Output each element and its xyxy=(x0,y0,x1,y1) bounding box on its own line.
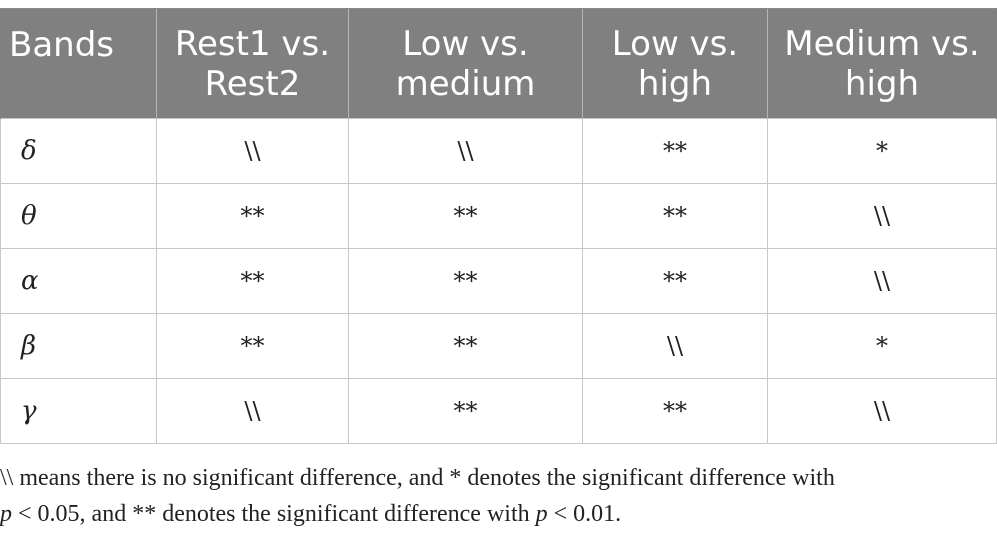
band-cell: δ xyxy=(0,118,157,184)
table-cell: \\ xyxy=(767,248,997,314)
table-cell: \\ xyxy=(582,313,768,379)
table-row: γ \\ ** ** \\ xyxy=(0,378,997,444)
table-cell: ** xyxy=(156,248,349,314)
table-cell: \\ xyxy=(767,183,997,249)
table-cell: ** xyxy=(348,248,583,314)
table-row: α ** ** ** \\ xyxy=(0,248,997,314)
footnote-part2: < 0.05, and ** denotes the significant d… xyxy=(12,501,536,527)
table-cell: ** xyxy=(348,183,583,249)
table-cell: ** xyxy=(348,378,583,444)
significance-table: Bands Rest1 vs. Rest2 Low vs. medium Low… xyxy=(0,8,997,444)
band-cell: θ xyxy=(0,183,157,249)
table-row: β ** ** \\ * xyxy=(0,313,997,379)
header-medium-vs-high: Medium vs. high xyxy=(767,8,997,119)
table-cell: * xyxy=(767,118,997,184)
table-cell: ** xyxy=(582,183,768,249)
table-cell: ** xyxy=(582,378,768,444)
header-rest1-vs-rest2: Rest1 vs. Rest2 xyxy=(156,8,349,119)
table-cell: \\ xyxy=(767,378,997,444)
table-cell: * xyxy=(767,313,997,379)
header-low-vs-high: Low vs. high xyxy=(582,8,768,119)
band-cell: β xyxy=(0,313,157,379)
table-footnote: \\ means there is no significant differe… xyxy=(0,460,990,532)
table-row: δ \\ \\ ** * xyxy=(0,118,997,184)
header-bands: Bands xyxy=(0,8,157,119)
table-row: θ ** ** ** \\ xyxy=(0,183,997,249)
table-cell: \\ xyxy=(156,378,349,444)
table-cell: ** xyxy=(156,313,349,379)
footnote-part3: < 0.01. xyxy=(547,501,622,527)
table-cell: \\ xyxy=(348,118,583,184)
footnote-part1: \\ means there is no significant differe… xyxy=(0,465,835,491)
results-table-container: Bands Rest1 vs. Rest2 Low vs. medium Low… xyxy=(0,8,997,444)
table-cell: ** xyxy=(348,313,583,379)
footnote-p-symbol: p xyxy=(535,501,548,527)
band-cell: γ xyxy=(0,378,157,444)
table-cell: ** xyxy=(582,248,768,314)
table-cell: ** xyxy=(156,183,349,249)
band-cell: α xyxy=(0,248,157,314)
table-cell: \\ xyxy=(156,118,349,184)
footnote-p-symbol: p xyxy=(0,501,12,527)
header-low-vs-medium: Low vs. medium xyxy=(348,8,583,119)
header-row: Bands Rest1 vs. Rest2 Low vs. medium Low… xyxy=(0,8,997,119)
table-cell: ** xyxy=(582,118,768,184)
